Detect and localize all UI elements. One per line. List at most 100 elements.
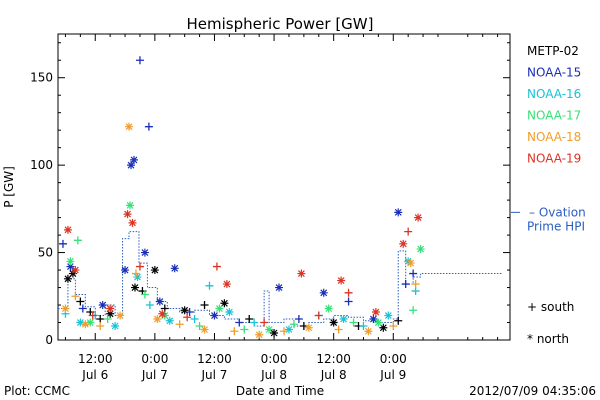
data-point-south (409, 269, 418, 278)
data-point-north (180, 306, 189, 315)
data-point-north (153, 315, 162, 324)
data-point-north (416, 245, 425, 254)
data-point-south (135, 262, 144, 271)
data-point-north (66, 257, 75, 266)
data-point-north (121, 266, 130, 275)
data-point-south (73, 236, 82, 245)
plot-credit: Plot: CCMC (4, 384, 70, 398)
data-point-north (374, 318, 383, 327)
data-point-north (116, 311, 125, 320)
plot-frame (57, 33, 511, 341)
data-point-north (275, 283, 284, 292)
x-tick-time-label: 12:00 (316, 352, 351, 366)
legend-item-noaa-18: NOAA-18 (527, 130, 581, 144)
data-point-south (88, 311, 97, 320)
y-axis-label: P [GW] (2, 166, 16, 208)
data-point-south (212, 262, 221, 271)
data-point-north (319, 288, 328, 297)
data-point-north (133, 273, 142, 282)
data-point-north (284, 325, 293, 334)
x-axis-label: Date and Time (236, 384, 324, 398)
x-tick-date-label: Jul 7 (141, 368, 168, 382)
data-point-north (106, 309, 115, 318)
data-point-south (103, 315, 112, 324)
data-point-north (394, 208, 403, 217)
satellite-points (58, 56, 425, 339)
data-point-north (379, 323, 388, 332)
data-point-south (235, 318, 244, 327)
data-point-north (98, 301, 107, 310)
x-tick-date-label: Jul 8 (260, 368, 287, 382)
ovation-hpi-step-line (58, 231, 503, 327)
data-point-south (140, 290, 149, 299)
data-point-south (389, 322, 398, 331)
data-point-south (409, 306, 418, 315)
data-point-north (81, 320, 90, 329)
legend-item-metp-02: METP-02 (527, 44, 579, 58)
series-noaa-18 (61, 122, 420, 339)
data-point-north (225, 308, 234, 317)
data-point-north (215, 304, 224, 313)
legend-ovation-label: – Ovation (529, 205, 586, 219)
data-point-south (230, 327, 239, 336)
data-point-south (205, 281, 214, 290)
data-point-south (135, 56, 144, 65)
data-point-north (270, 329, 279, 338)
data-point-south (394, 316, 403, 325)
data-point-south (96, 322, 105, 331)
data-point-north (130, 283, 139, 292)
data-point-south (76, 297, 85, 306)
data-point-south (404, 227, 413, 236)
data-point-south (401, 280, 410, 289)
data-point-north (111, 322, 120, 331)
data-point-north (406, 259, 415, 268)
x-tick-date-label: Jul 9 (379, 368, 406, 382)
data-point-north (297, 269, 306, 278)
data-point-south (145, 301, 154, 310)
data-point-north (304, 323, 313, 332)
x-tick-time-label: 12:00 (78, 352, 113, 366)
data-point-south (344, 288, 353, 297)
data-point-north (337, 276, 346, 285)
legend-north-marker: * north (527, 332, 569, 346)
data-point-north (61, 304, 70, 313)
legend-item-noaa-19: NOAA-19 (527, 152, 581, 166)
data-point-north (170, 264, 179, 273)
data-point-south (411, 287, 420, 296)
data-point-south (245, 315, 254, 324)
data-point-north (125, 122, 134, 131)
data-point-south (71, 292, 80, 301)
x-tick-time-label: 0:00 (261, 352, 288, 366)
data-point-south (78, 304, 87, 313)
data-point-north (369, 315, 378, 324)
data-point-south (195, 322, 204, 331)
x-tick-time-label: 0:00 (141, 352, 168, 366)
data-point-south (294, 315, 303, 324)
data-point-south (240, 325, 249, 334)
chart-title: Hemispheric Power [GW] (187, 15, 374, 33)
data-point-south (334, 325, 343, 334)
data-point-south (349, 318, 358, 327)
data-point-north (140, 248, 149, 257)
series-noaa-15 (58, 56, 418, 327)
legend-item-noaa-15: NOAA-15 (527, 66, 581, 80)
y-axis: 0 50 100 150 (30, 42, 510, 347)
x-tick-time-label: 12:00 (197, 352, 232, 366)
data-point-south (280, 327, 288, 336)
data-point-south (260, 318, 269, 327)
data-point-south (175, 320, 184, 329)
series-noaa-17 (66, 201, 425, 334)
data-point-south (131, 269, 140, 278)
data-point-north (222, 280, 231, 289)
data-point-south (144, 122, 153, 131)
data-point-north (150, 266, 159, 275)
data-point-north (200, 325, 209, 334)
data-point-north (126, 201, 135, 210)
y-tick-label: 50 (38, 246, 53, 260)
data-point-north (127, 161, 136, 170)
data-point-north (329, 318, 338, 327)
legend-item-noaa-17: NOAA-17 (527, 109, 581, 123)
data-point-north (339, 315, 348, 324)
data-point-north (68, 269, 77, 278)
